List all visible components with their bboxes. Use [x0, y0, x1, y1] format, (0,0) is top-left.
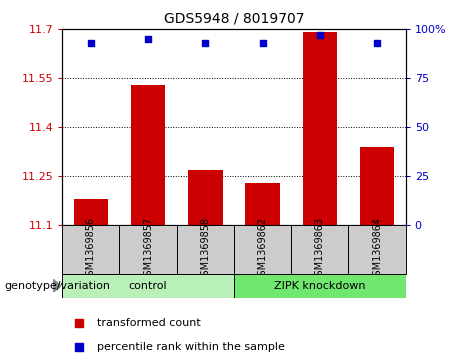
Point — [259, 40, 266, 46]
Text: GSM1369863: GSM1369863 — [315, 217, 325, 282]
Text: transformed count: transformed count — [97, 318, 201, 328]
Bar — [349, 225, 406, 274]
Bar — [291, 225, 349, 274]
Text: ZIPK knockdown: ZIPK knockdown — [274, 281, 366, 291]
Title: GDS5948 / 8019707: GDS5948 / 8019707 — [164, 11, 304, 25]
Bar — [188, 170, 223, 225]
Text: percentile rank within the sample: percentile rank within the sample — [97, 342, 284, 352]
Text: GSM1369857: GSM1369857 — [143, 217, 153, 282]
Bar — [131, 85, 165, 225]
Text: GSM1369862: GSM1369862 — [258, 217, 267, 282]
Point — [76, 344, 83, 350]
Point — [373, 40, 381, 46]
Point — [201, 40, 209, 46]
Bar — [234, 274, 406, 298]
Bar — [360, 147, 394, 225]
Text: genotype/variation: genotype/variation — [5, 281, 111, 291]
Text: GSM1369856: GSM1369856 — [86, 217, 96, 282]
Point — [144, 36, 152, 42]
Bar — [302, 32, 337, 225]
Point — [87, 40, 95, 46]
Point — [316, 32, 324, 38]
Bar — [245, 183, 280, 225]
Text: GSM1369858: GSM1369858 — [201, 217, 210, 282]
Bar — [234, 225, 291, 274]
Bar — [177, 225, 234, 274]
Polygon shape — [53, 280, 61, 293]
Bar — [119, 225, 177, 274]
Bar — [62, 225, 119, 274]
Bar — [62, 274, 234, 298]
Bar — [74, 199, 108, 225]
Text: control: control — [129, 281, 167, 291]
Point — [76, 320, 83, 326]
Text: GSM1369864: GSM1369864 — [372, 217, 382, 282]
